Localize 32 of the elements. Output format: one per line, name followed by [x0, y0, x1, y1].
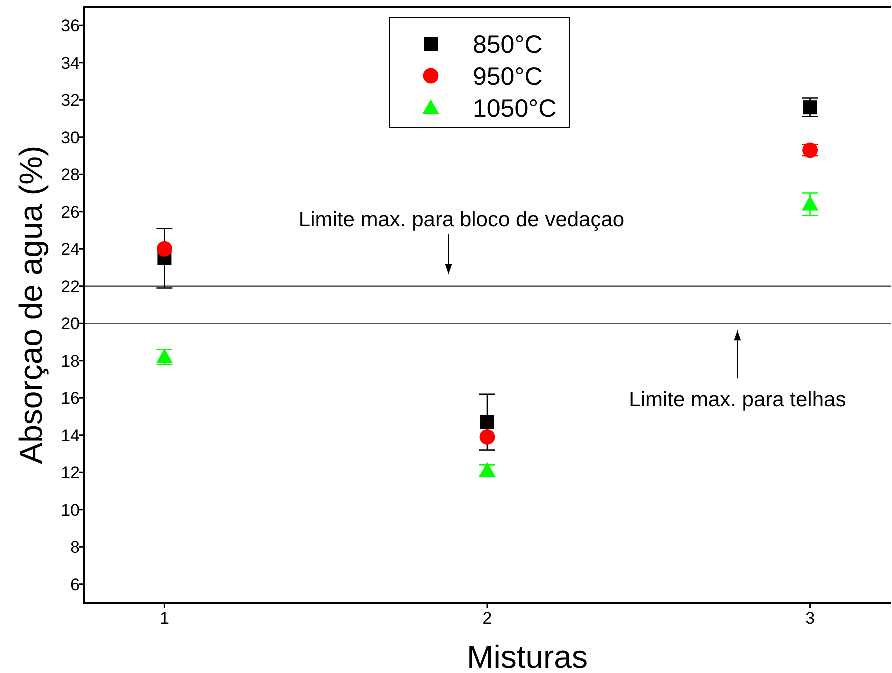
- y-tick-label: 30: [61, 128, 80, 148]
- y-tick-label: 12: [61, 464, 80, 483]
- y-axis-title: Absorçao de agua (%): [13, 146, 49, 464]
- legend-label: 850°C: [473, 31, 543, 59]
- y-tick-label: 32: [61, 91, 80, 110]
- y-tick-label: 36: [61, 16, 80, 36]
- x-tick-label: 1: [160, 609, 170, 628]
- y-tick-label: 28: [61, 166, 80, 185]
- point: [803, 100, 818, 115]
- ref-line-label: Limite max. para telhas: [629, 388, 846, 412]
- legend-label: 1050°C: [473, 95, 557, 123]
- y-tick-label: 18: [61, 352, 80, 371]
- y-tick-label: 24: [61, 240, 80, 260]
- y-tick-label: 14: [61, 426, 80, 446]
- point: [802, 196, 819, 211]
- y-tick-label: 10: [61, 500, 80, 520]
- y-tick-label: 34: [61, 54, 80, 73]
- y-tick-label: 16: [61, 389, 80, 408]
- x-tick-label: 3: [806, 609, 816, 628]
- y-tick-label: 8: [70, 538, 80, 558]
- y-tick-label: 26: [61, 202, 80, 222]
- point: [480, 430, 496, 445]
- point: [479, 462, 496, 478]
- point: [157, 241, 172, 257]
- y-tick-label: 6: [70, 575, 80, 594]
- y-tick-label: 22: [61, 277, 80, 296]
- ref-line-label: Limite max. para bloco de vedaçao: [298, 208, 625, 232]
- legend-label: 950°C: [473, 63, 543, 91]
- x-axis-title: Misturas: [467, 639, 588, 673]
- y-tick-label: 20: [61, 314, 80, 334]
- x-tick-label: 2: [482, 609, 492, 628]
- point: [480, 415, 494, 430]
